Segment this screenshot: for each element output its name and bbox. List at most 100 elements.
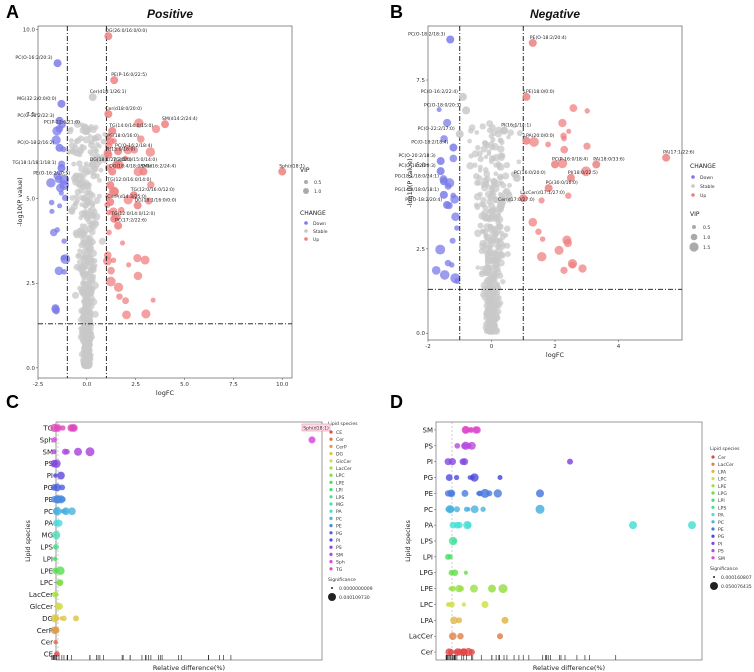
legend-swatch [329,567,333,571]
stable-point [78,226,85,234]
x-tick-label: 4 [617,344,621,350]
stable-point [474,130,480,135]
legend-swatch [711,527,715,531]
legend-swatch [711,477,715,481]
legend-vip-label: 0.5 [703,225,710,231]
lipid-point [451,569,459,576]
labeled-point [104,32,113,41]
legend-vip-label: 1.0 [703,235,710,241]
up-point [535,228,542,236]
x-tick-label: 5.0 [180,382,189,388]
category-label: LPE [420,585,433,593]
lipid-point [447,602,452,607]
stable-point [83,179,90,186]
labeled-point [462,106,471,115]
category-label: LacCer [29,591,53,599]
stable-point [474,204,481,210]
significance-swatch [713,576,715,578]
lipid-point [463,570,468,575]
up-point [130,146,139,154]
labeled-point [53,59,62,68]
lipid-point [54,651,60,657]
legend-swatch [711,455,715,459]
stable-point [92,212,101,221]
up-point [560,266,568,274]
lipid-point [60,425,66,431]
legend-change-label: Down [700,175,713,181]
category-label: PI [427,458,433,466]
labeled-point [106,137,115,146]
up-point [109,207,118,216]
legend-vip-swatch [303,188,309,194]
lipid-point [497,633,503,640]
lipid-point [453,506,460,513]
legend-label: LPS [336,495,344,501]
legend-swatch [711,520,715,524]
stable-point [475,265,481,270]
lipid-point [448,536,458,546]
lipid-point [53,507,62,516]
stable-point [482,215,489,222]
lipid-point [457,632,464,640]
point-label: PC(P-16:0/18:4) [552,156,588,162]
up-point [110,187,119,196]
up-point [569,104,578,113]
category-label: CerP [37,627,53,635]
point-label: Cer(d18:1/26:1) [90,89,127,95]
stable-point [73,194,80,200]
stable-point [487,243,492,249]
labeled-point [104,150,113,159]
legend-change-label: Up [313,237,319,243]
legend-label: TG [335,567,343,573]
labeled-point [439,177,448,186]
legend-swatch [329,452,333,456]
legend-change-swatch [691,184,695,188]
up-point [134,118,144,128]
stable-point [499,195,506,203]
lipid-point [448,458,457,466]
lipid-point [448,490,455,497]
y-tick-label: 0.0 [416,331,425,337]
legend-label: LPE [718,484,726,490]
down-point [51,304,60,312]
category-label: LPS [40,543,53,551]
lipid-point [62,507,70,516]
point-label: PS(18:0/16:0) [107,133,139,139]
labeled-point [106,198,115,206]
up-point [529,137,539,147]
category-label: LPC [420,601,433,609]
down-point [450,273,461,284]
legend-swatch [329,444,333,448]
labeled-point [55,143,64,152]
stable-point [481,242,488,249]
category-label: TG [42,424,53,432]
stable-point [71,291,80,299]
point-label: SM(d16:2/24:4) [141,164,177,170]
stable-point [477,168,483,173]
significance-title: Significance [710,566,738,572]
labeled-point [522,136,531,145]
legend-swatch [711,505,715,509]
stable-point [73,138,79,144]
legend-label: LacCer [718,462,734,468]
lipid-point [52,567,59,574]
stable-point [98,237,106,245]
y-tick-label: 5.0 [26,197,35,203]
legend-change-label: Stable [700,184,715,190]
legend-swatch [329,552,333,557]
down-point [56,183,65,193]
stable-point [72,229,80,237]
down-point [444,259,452,267]
point-label: PC(O-16:2/18:4) [115,143,152,149]
point-label: PI(16:1/14:1) [501,123,531,129]
stable-point [86,190,92,196]
labeled-point [528,38,537,47]
down-point [435,244,446,255]
legend-label: PC [336,516,342,522]
stable-point [468,124,476,131]
labeled-point [497,200,506,209]
stable-point [75,198,80,204]
stable-point [483,154,489,160]
x-tick-label: 7.5 [229,382,238,388]
point-label: PC(O-18:2/22:3) [17,113,54,119]
